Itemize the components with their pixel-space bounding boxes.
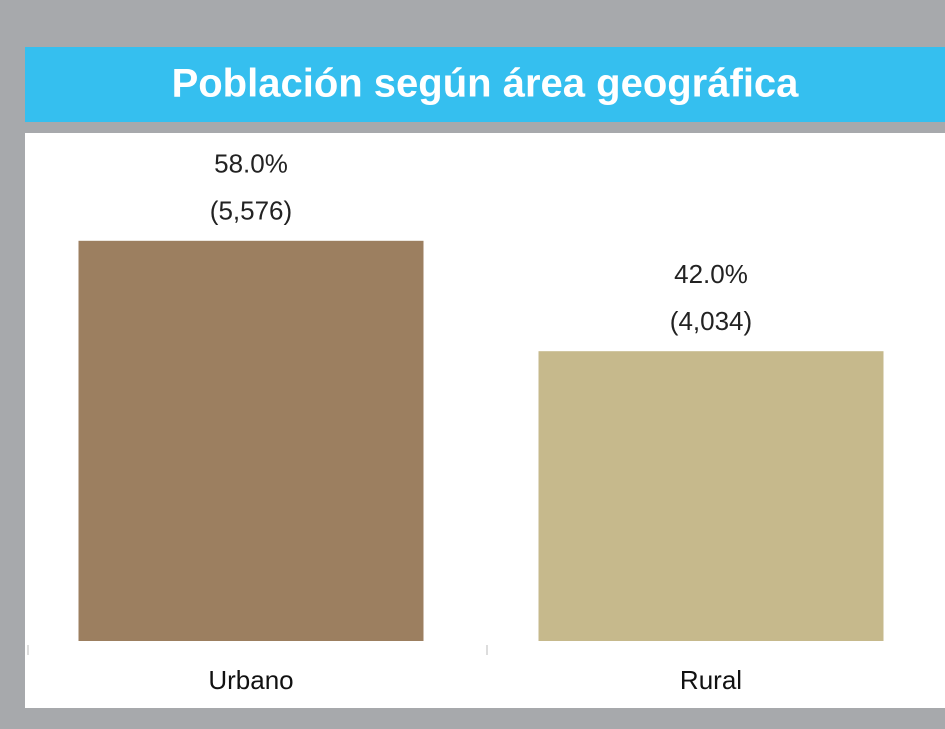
x-tick-label: Urbano xyxy=(208,665,293,695)
count-label: (5,576) xyxy=(210,196,292,226)
chart-title: Población según área geográfica xyxy=(172,62,800,106)
bar xyxy=(78,240,424,642)
value-label: 58.0% xyxy=(214,149,288,179)
value-label: 42.0% xyxy=(674,259,748,289)
title-bar xyxy=(25,47,945,122)
count-label: (4,034) xyxy=(670,306,752,336)
x-tick-label: Rural xyxy=(680,665,742,695)
bar xyxy=(538,351,884,641)
